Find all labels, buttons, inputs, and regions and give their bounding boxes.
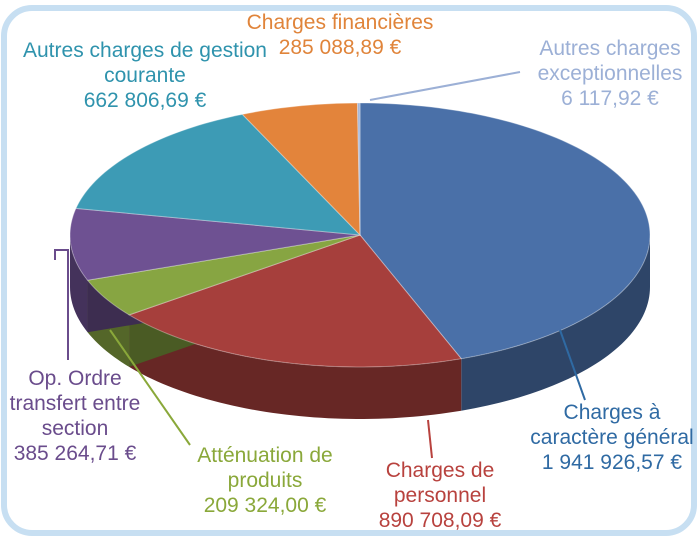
pie-slice	[359, 102, 651, 360]
leader-line	[109, 329, 191, 446]
slice-label: Charges à caractère général 1 941 926,57 …	[527, 400, 697, 475]
category-name: Autres charges exceptionnelles	[537, 37, 683, 85]
pie-side	[461, 235, 650, 411]
value-label: 6 117,92 €	[561, 87, 659, 110]
pie-slice	[69, 207, 361, 281]
slice-label: Atténuation de produits 209 324,00 €	[170, 443, 360, 518]
leader-line	[427, 419, 433, 459]
pie-slice	[127, 234, 463, 368]
category-name: Op. Ordre transfert entre section	[9, 367, 141, 440]
pie-side	[129, 314, 462, 419]
leader-line	[369, 71, 521, 101]
category-name: Charges de personnel	[385, 459, 495, 507]
category-name: Atténuation de produits	[197, 444, 333, 492]
slice-label: Op. Ordre transfert entre section 385 264…	[0, 366, 150, 466]
category-name: Autres charges de gestion courante	[23, 39, 267, 87]
pie-side	[70, 235, 88, 333]
slice-label: Autres charges de gestion courante 662 80…	[15, 38, 275, 113]
value-label: 890 708,09 €	[378, 509, 502, 532]
value-label: 385 264,71 €	[13, 442, 137, 465]
pie-slice	[86, 234, 361, 316]
pie	[69, 102, 651, 419]
value-label: 285 088,89 €	[278, 36, 402, 59]
pie-slice	[75, 113, 362, 236]
value-label: 662 806,69 €	[83, 89, 207, 112]
slice-label: Charges de personnel 890 708,09 €	[360, 458, 520, 533]
leader-lines	[54, 71, 586, 459]
slice-label: Autres charges exceptionnelles 6 117,92 €	[510, 36, 698, 111]
leader-line	[54, 249, 69, 360]
category-name: Charges financières	[246, 11, 434, 34]
value-label: 209 324,00 €	[203, 494, 327, 517]
leader-line	[559, 329, 586, 401]
slice-label: Charges financières 285 088,89 €	[240, 10, 440, 60]
value-label: 1 941 926,57 €	[541, 451, 683, 474]
pie-slice	[356, 102, 361, 236]
pie-slice	[241, 102, 361, 237]
category-name: Charges à caractère général	[530, 401, 694, 449]
